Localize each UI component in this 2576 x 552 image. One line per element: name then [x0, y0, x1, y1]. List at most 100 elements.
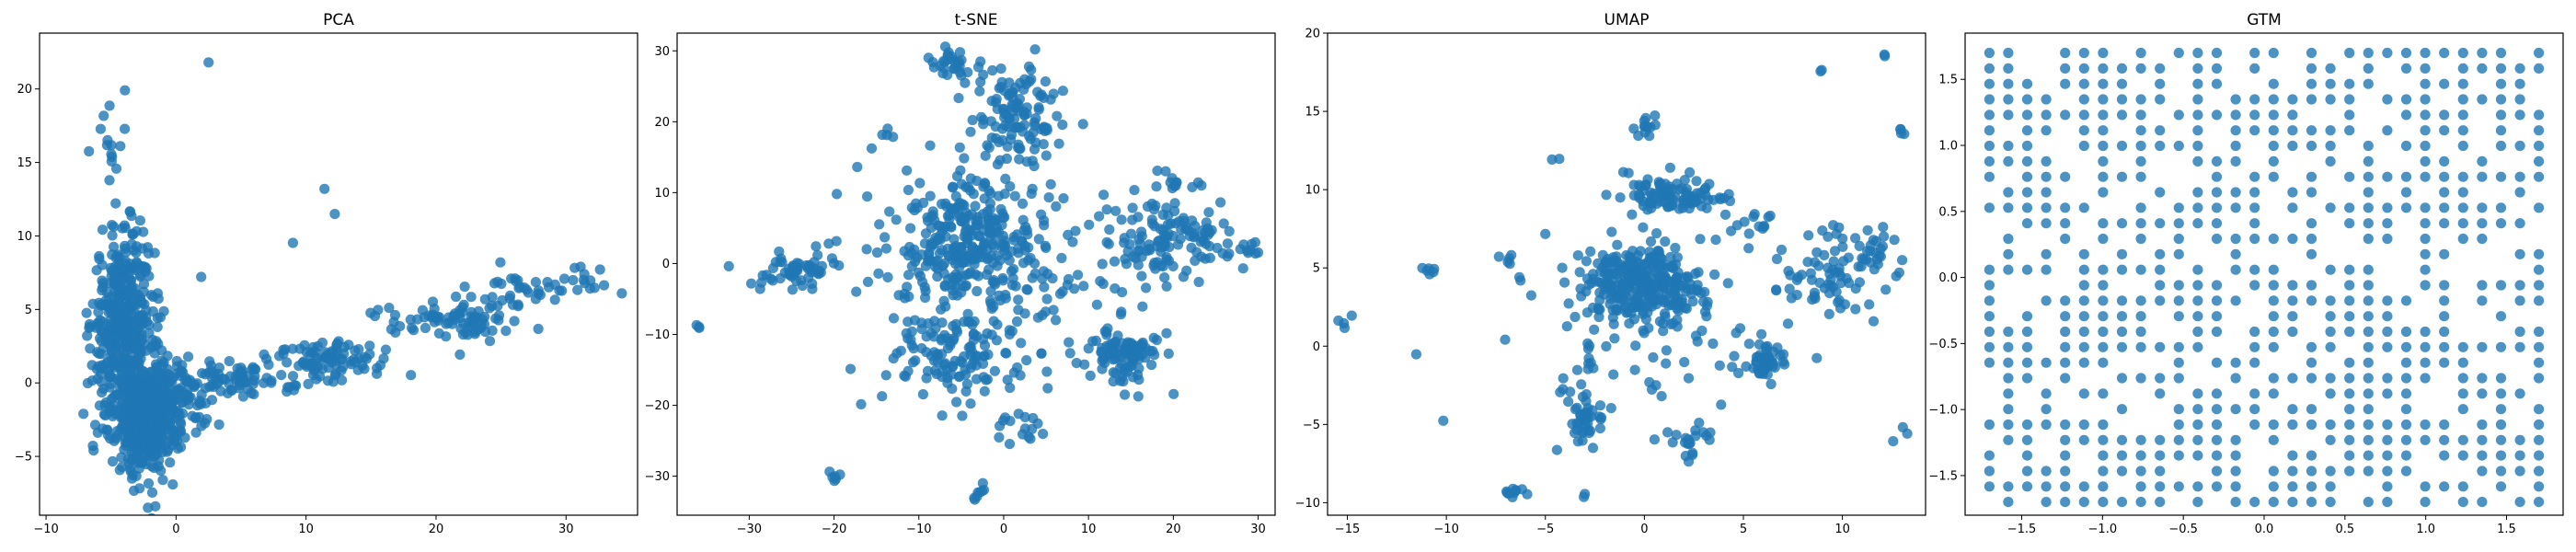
- scatter-point: [2495, 202, 2507, 213]
- scatter-point: [2155, 218, 2166, 229]
- scatter-point: [123, 387, 134, 398]
- scatter-point: [1163, 210, 1174, 221]
- scatter-point: [2098, 94, 2109, 105]
- scatter-point: [2306, 218, 2317, 229]
- scatter-point: [1084, 219, 1095, 230]
- scatter-point: [2230, 94, 2241, 105]
- scatter-point: [2060, 341, 2071, 352]
- scatter-point: [1077, 119, 1088, 130]
- scatter-point: [1017, 198, 1029, 209]
- scatter-point: [2060, 357, 2071, 368]
- scatter-point: [1582, 363, 1593, 374]
- scatter-point: [2116, 434, 2128, 445]
- scatter-point: [903, 365, 914, 376]
- scatter-point: [2382, 171, 2393, 182]
- scatter-point: [172, 443, 183, 454]
- y-tick-label: 15: [17, 156, 32, 170]
- scatter-point: [2439, 187, 2450, 198]
- scatter-point: [1608, 318, 1619, 329]
- scatter-point: [1853, 261, 1864, 272]
- scatter-point: [1009, 190, 1020, 201]
- scatter-point: [469, 327, 481, 338]
- scatter-point: [972, 176, 983, 187]
- scatter-point: [2306, 78, 2317, 89]
- scatter-point: [1694, 418, 1705, 429]
- scatter-point: [1593, 258, 1604, 269]
- scatter-point: [2192, 434, 2203, 445]
- scatter-point: [2306, 295, 2317, 306]
- scatter-point: [149, 247, 160, 259]
- scatter-point: [2534, 202, 2545, 213]
- scatter-point: [2098, 357, 2109, 368]
- scatter-point: [2287, 481, 2298, 492]
- scatter-point: [1042, 383, 1053, 394]
- scatter-point: [1565, 386, 1576, 397]
- scatter-point: [1069, 283, 1080, 294]
- scatter-point: [2306, 404, 2317, 415]
- scatter-point: [925, 190, 936, 201]
- scatter-point: [2477, 419, 2488, 431]
- scatter-point: [1095, 276, 1106, 287]
- scatter-point: [954, 142, 965, 153]
- scatter-point: [1638, 325, 1649, 336]
- scatter-point: [2420, 218, 2431, 229]
- scatter-point: [2344, 78, 2355, 89]
- scatter-point: [2192, 109, 2203, 121]
- scatter-point: [2287, 450, 2298, 461]
- scatter-point: [98, 384, 109, 395]
- scatter-point: [953, 93, 964, 104]
- scatter-point: [1041, 150, 1052, 161]
- scatter-point: [119, 220, 130, 231]
- scatter-point: [2477, 434, 2488, 445]
- scatter-point: [1691, 176, 1702, 187]
- scatter-point: [115, 362, 126, 374]
- scatter-point: [2211, 434, 2223, 445]
- scatter-point: [2155, 264, 2166, 275]
- scatter-point: [2135, 341, 2146, 352]
- scatter-point: [2116, 248, 2128, 259]
- scatter-point: [2268, 481, 2279, 492]
- scatter-point: [2116, 264, 2128, 275]
- scatter-point: [2400, 63, 2412, 74]
- scatter-point: [2382, 233, 2393, 245]
- scatter-point: [2287, 187, 2298, 198]
- scatter-point: [1683, 272, 1694, 283]
- scatter-point: [530, 277, 542, 288]
- scatter-point: [2021, 466, 2033, 477]
- scatter-point: [921, 373, 932, 384]
- scatter-point: [2155, 140, 2166, 152]
- scatter-point: [2116, 140, 2128, 152]
- scatter-point: [1777, 356, 1788, 367]
- scatter-point: [1029, 44, 1041, 55]
- scatter-point: [2495, 341, 2507, 352]
- scatter-point: [2495, 78, 2507, 89]
- scatter-point: [175, 425, 186, 436]
- scatter-point: [2439, 248, 2450, 259]
- scatter-point: [2021, 373, 2033, 384]
- scatter-point: [2173, 140, 2184, 152]
- scatter-point: [1668, 195, 1679, 206]
- scatter-point: [1169, 198, 1180, 209]
- scatter-point: [102, 338, 113, 349]
- scatter-point: [1581, 307, 1593, 318]
- scatter-point: [2211, 450, 2223, 461]
- scatter-point: [2420, 202, 2431, 213]
- scatter-point: [985, 116, 996, 127]
- scatter-point: [2268, 47, 2279, 59]
- scatter-point: [1159, 272, 1170, 283]
- scatter-point: [2306, 481, 2317, 492]
- scatter-point: [1685, 283, 1696, 295]
- scatter-point: [121, 247, 132, 258]
- scatter-point: [2060, 171, 2071, 182]
- scatter-point: [1163, 348, 1174, 359]
- scatter-point: [2060, 419, 2071, 431]
- scatter-point: [1133, 212, 1144, 223]
- scatter-point: [141, 316, 153, 328]
- scatter-point: [2155, 466, 2166, 477]
- x-tick-label: −15: [1335, 523, 1360, 536]
- scatter-point: [2400, 388, 2412, 399]
- scatter-point: [364, 340, 375, 351]
- scatter-point: [2230, 295, 2241, 306]
- scatter-point: [132, 455, 144, 466]
- scatter-point: [1204, 252, 1215, 263]
